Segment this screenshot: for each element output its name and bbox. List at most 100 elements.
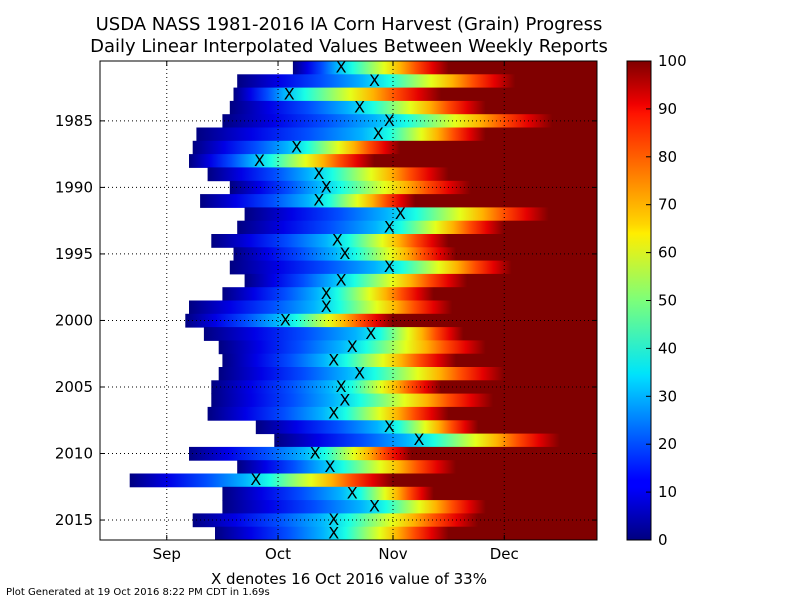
x-marker-2002: X	[347, 337, 358, 356]
colorbar-tick-label: 40	[658, 339, 677, 357]
heatmap-row-1998	[222, 287, 597, 301]
colorbar-tick-label: 0	[658, 531, 668, 549]
chart-subtitle: Daily Linear Interpolated Values Between…	[90, 36, 608, 57]
heatmap-row-1983	[233, 87, 597, 102]
colorbar-tick-label: 70	[658, 196, 677, 214]
x-marker-1983: X	[284, 84, 295, 103]
heatmap-row-2009	[274, 433, 597, 448]
colorbar-tick-label: 90	[658, 100, 677, 118]
heatmap-row-2008	[255, 420, 597, 435]
x-tick-label: Nov	[378, 545, 407, 563]
y-tick-label: 2005	[55, 378, 93, 396]
heatmap-row-2011	[237, 460, 597, 474]
x-marker-1990: X	[321, 177, 332, 196]
heatmap-row-2004	[218, 367, 597, 381]
heatmap-row-2006	[211, 393, 597, 408]
colorbar-tick-label: 80	[658, 148, 677, 166]
x-tick-label: Oct	[265, 545, 291, 563]
colorbar-tick-label: 30	[658, 387, 677, 405]
x-marker-1986: X	[373, 124, 384, 143]
y-tick-label: 2000	[55, 311, 93, 329]
colorbar-tick-label: 100	[658, 52, 687, 70]
heatmap-row-2002	[218, 340, 597, 355]
heatmap-row-1986	[196, 127, 597, 142]
x-marker-2003: X	[328, 350, 339, 369]
chart-title: USDA NASS 1981-2016 IA Corn Harvest (Gra…	[96, 14, 603, 35]
x-marker-2007: X	[328, 404, 339, 423]
x-marker-2011: X	[325, 457, 336, 476]
x-marker-1992: X	[395, 204, 406, 223]
x-marker-1993: X	[384, 217, 395, 236]
y-axis: 1985 1990 1995 2000 2005 2010 2015	[55, 112, 597, 529]
x-marker-2010: X	[310, 444, 321, 463]
heatmap-row-1987	[192, 140, 597, 155]
colorbar-tick-label: 20	[658, 435, 677, 453]
colorbar-tick-label: 60	[658, 244, 677, 262]
colorbar-tick-label: 50	[658, 292, 677, 310]
heatmap-rows	[129, 61, 597, 540]
heatmap-row-1996	[229, 260, 597, 275]
heatmap-row-1994	[211, 234, 597, 248]
x-marker-2004: X	[354, 364, 365, 383]
x-marker-2014: X	[369, 497, 380, 516]
heatmap-row-2015	[192, 513, 597, 528]
heatmap-row-2016	[215, 526, 597, 540]
x-marker-2015: X	[328, 510, 339, 529]
heatmap-row-2000	[185, 313, 597, 328]
heatmap-row-2012	[129, 473, 597, 488]
x-marker-1998: X	[321, 284, 332, 303]
heatmap-row-2007	[207, 406, 597, 421]
x-marker-2006: X	[339, 390, 350, 409]
heatmap-row-2001	[203, 327, 597, 341]
heatmap-row-1999	[189, 300, 597, 315]
y-tick-label: 1990	[55, 178, 93, 196]
x-marker-1985: X	[384, 111, 395, 130]
x-marker-2001: X	[365, 324, 376, 343]
x-axis: Sep Oct Nov Dec	[153, 61, 519, 563]
x-marker-2016: X	[328, 523, 339, 542]
y-tick-label: 1985	[55, 112, 93, 130]
heatmap-row-1992	[244, 207, 597, 222]
x-marker-1987: X	[291, 138, 302, 157]
x-marker-2013: X	[347, 483, 358, 502]
x-marker-1999: X	[321, 297, 332, 316]
heatmap-row-2003	[222, 353, 597, 368]
x-marker-2012: X	[250, 470, 261, 489]
x-tick-label: Sep	[153, 545, 181, 563]
y-tick-label: 2010	[55, 445, 93, 463]
heatmap-row-1981	[292, 61, 597, 75]
x-tick-label: Dec	[490, 545, 519, 563]
x-marker-1997: X	[336, 271, 347, 290]
plot-frame	[99, 60, 598, 541]
x-marker-1989: X	[313, 164, 324, 183]
x-marker-1994: X	[332, 231, 343, 250]
x-marker-2000: X	[280, 311, 291, 330]
x-marker-1984: X	[354, 98, 365, 117]
colorbar-axis: 0 10 20 30 40 50 60 70 80 90 100	[646, 52, 687, 549]
x-marker-1981: X	[336, 58, 347, 77]
heatmap-row-1990	[229, 180, 597, 195]
footer-note: Plot Generated at 19 Oct 2016 8:22 PM CD…	[6, 587, 270, 598]
x-marker-1991: X	[313, 191, 324, 210]
y-tick-label: 1995	[55, 245, 93, 263]
x-marker-1982: X	[369, 71, 380, 90]
x-marker-2005: X	[336, 377, 347, 396]
heatmap-row-1982	[237, 74, 597, 89]
x-marker-2009: X	[414, 430, 425, 449]
heatmap-row-2014	[222, 500, 597, 514]
x-marker-1988: X	[254, 151, 265, 170]
heatmap-row-1997	[244, 273, 597, 288]
colorbar-tick-label: 10	[658, 483, 677, 501]
heatmap-row-1985	[222, 114, 597, 128]
y-tick-label: 2015	[55, 511, 93, 529]
heatmap-row-1993	[237, 220, 597, 235]
heatmap-row-2013	[222, 486, 597, 501]
x-marker-1995: X	[339, 244, 350, 263]
heatmap-row-1991	[200, 194, 597, 208]
heatmap-row-1984	[229, 100, 597, 115]
heatmap-row-1989	[207, 167, 597, 182]
heatmap-row-1995	[233, 247, 597, 262]
x-marker-1996: X	[384, 257, 395, 276]
